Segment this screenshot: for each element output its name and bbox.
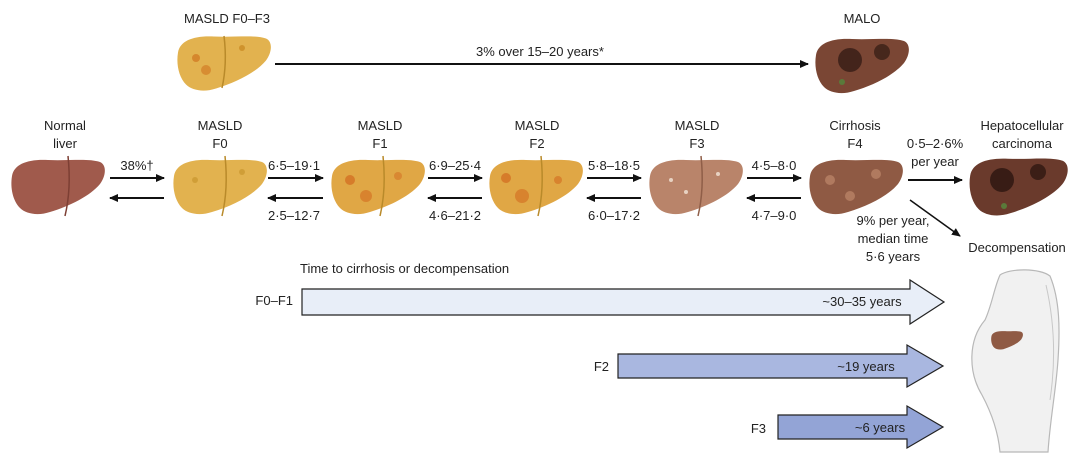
patient-ascites-illustration	[971, 269, 1060, 453]
f3-liver	[649, 155, 743, 217]
f1-liver	[331, 155, 425, 217]
malo-arrow-label: 3% over 15–20 years*	[476, 44, 604, 59]
stage-label-normal-liver: Normal liver	[44, 118, 86, 151]
decomp-rate-line1: 9% per year,	[857, 213, 930, 228]
masld-f0-f3-title: MASLD F0–F3	[184, 11, 270, 26]
masld-f0-f3-liver	[177, 35, 271, 91]
hcc-rate-line2: per year	[911, 154, 959, 169]
stage-label-hcc: Hepatocellular carcinoma	[980, 118, 1064, 151]
timeline-bar-f0-f1	[301, 278, 946, 326]
timeline-duration-f0-f1: ~30–35 years	[822, 294, 902, 309]
rate-f1-to-f0: 2·5–12·7	[268, 208, 320, 223]
rate-f2-to-f3: 5·8–18·5	[588, 158, 640, 173]
svg-text:F4: F4	[847, 136, 862, 151]
stage-label-f4: Cirrhosis F4	[829, 118, 881, 151]
svg-text:F1: F1	[372, 136, 387, 151]
f0-liver	[173, 155, 267, 217]
stage-label-f0: MASLD F0	[198, 118, 243, 151]
svg-text:MASLD: MASLD	[198, 118, 243, 133]
f2-liver	[489, 155, 583, 217]
svg-text:MASLD: MASLD	[675, 118, 720, 133]
svg-text:F2: F2	[529, 136, 544, 151]
decomp-rate-line3: 5·6 years	[866, 249, 921, 264]
malo-title: MALO	[844, 11, 881, 26]
timeline-duration-f3: ~6 years	[855, 420, 906, 435]
rate-f2-to-f1: 4·6–21·2	[429, 208, 481, 223]
timeline-stage-f0-f1: F0–F1	[255, 293, 293, 308]
svg-text:F0: F0	[212, 136, 227, 151]
svg-text:Normal: Normal	[44, 118, 86, 133]
timeline-title: Time to cirrhosis or decompensation	[300, 261, 509, 276]
svg-text:Cirrhosis: Cirrhosis	[829, 118, 881, 133]
malo-liver	[815, 38, 909, 94]
rate-normal-to-f0: 38%†	[120, 158, 153, 173]
stage-label-f2: MASLD F2	[515, 118, 560, 151]
svg-text:F3: F3	[689, 136, 704, 151]
normal-liver	[11, 155, 105, 217]
svg-text:liver: liver	[53, 136, 78, 151]
hcc-liver	[969, 158, 1068, 216]
timeline-bar-f2	[617, 343, 945, 389]
rate-f3-to-f2: 6·0–17·2	[588, 208, 640, 223]
timeline-stage-f2: F2	[594, 359, 609, 374]
timeline-bar-f3	[777, 404, 945, 450]
svg-text:MASLD: MASLD	[515, 118, 560, 133]
stage-label-f1: MASLD F1	[358, 118, 403, 151]
timeline-stage-f3: F3	[751, 421, 766, 436]
rate-f4-to-f3: 4·7–9·0	[752, 208, 797, 223]
rate-f3-to-f4: 4·5–8·0	[752, 158, 797, 173]
decomp-rate-line2: median time	[858, 231, 929, 246]
hcc-rate-line1: 0·5–2·6%	[907, 136, 964, 151]
f4-cirrhosis-liver	[809, 159, 903, 215]
decompensation-label: Decompensation	[968, 240, 1066, 255]
rate-f0-to-f1: 6·5–19·1	[268, 158, 320, 173]
svg-text:Hepatocellular: Hepatocellular	[980, 118, 1064, 133]
rate-f1-to-f2: 6·9–25·4	[429, 158, 481, 173]
svg-text:carcinoma: carcinoma	[992, 136, 1053, 151]
stage-label-f3: MASLD F3	[675, 118, 720, 151]
arrow-f4-to-decompensation	[909, 199, 961, 237]
timeline-duration-f2: ~19 years	[837, 359, 895, 374]
svg-text:MASLD: MASLD	[358, 118, 403, 133]
